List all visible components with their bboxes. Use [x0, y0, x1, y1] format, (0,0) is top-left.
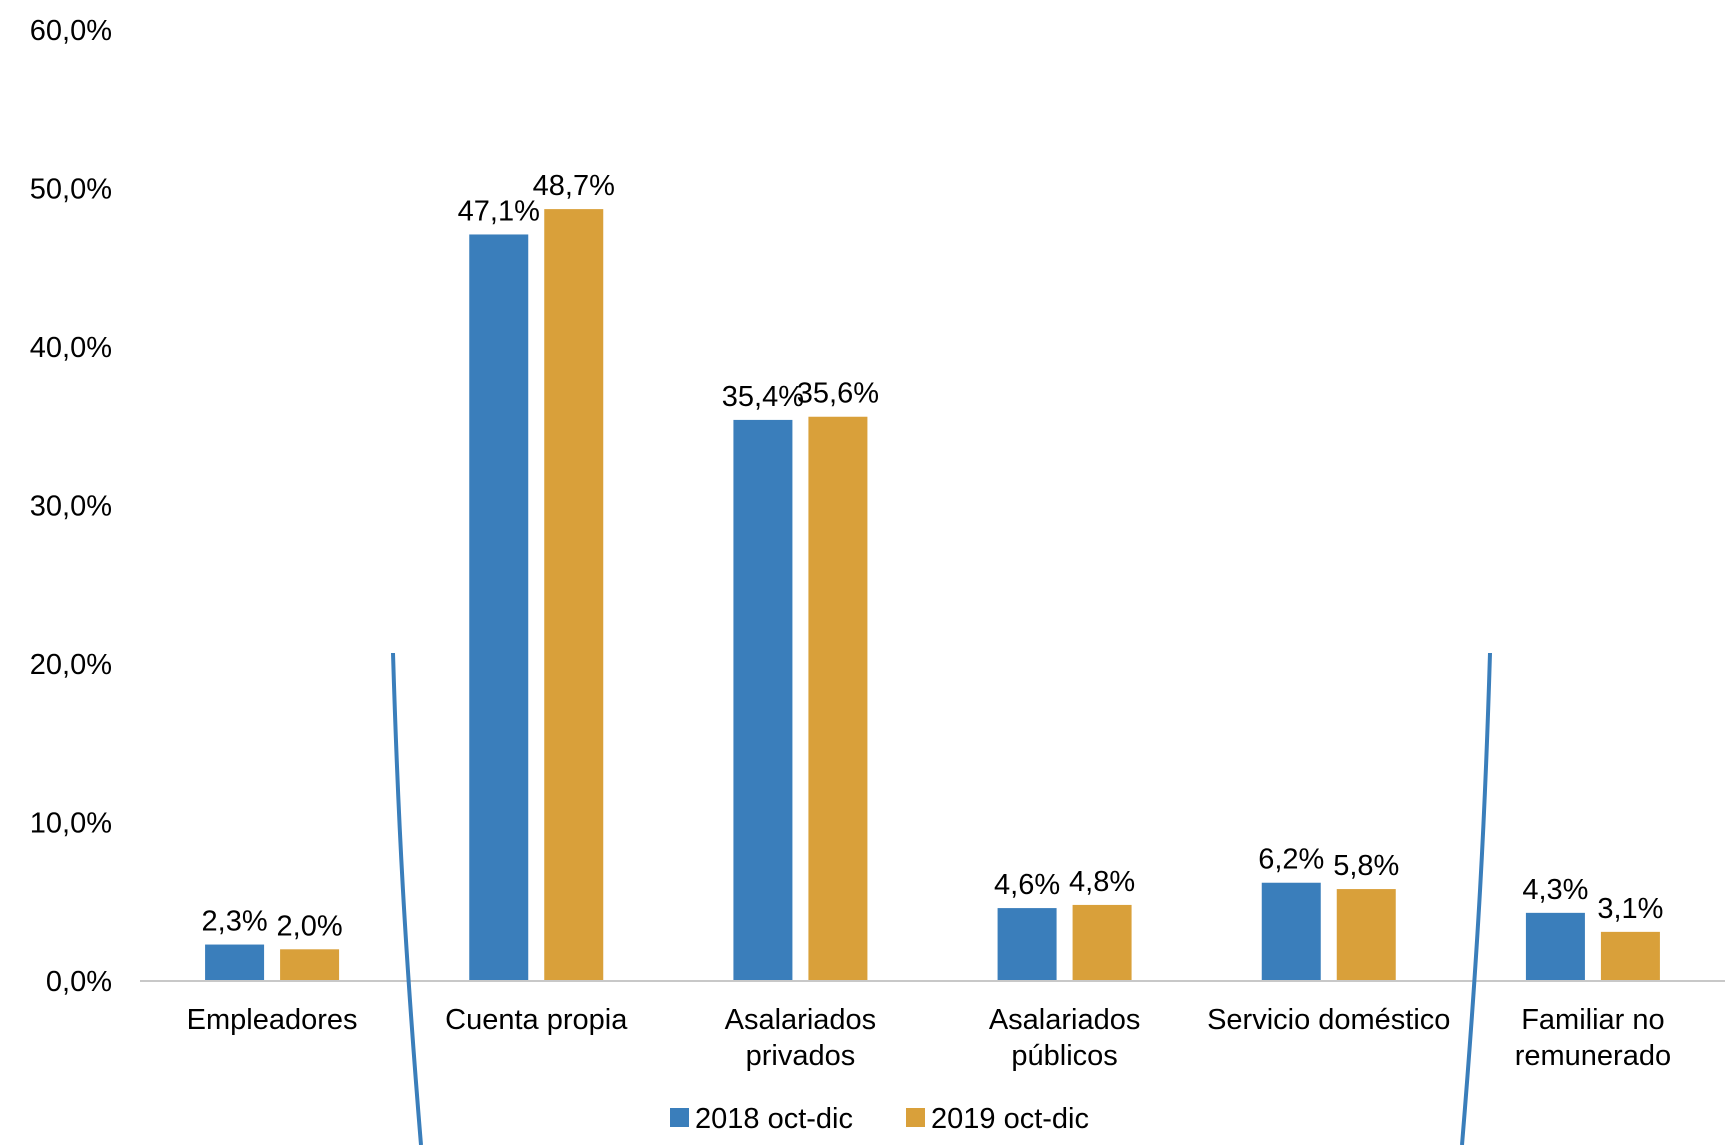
- x-category-label: Asalariados: [725, 1004, 877, 1036]
- x-category-label: Empleadores: [187, 1004, 358, 1036]
- bar-2018-1: [469, 234, 529, 982]
- bar-2019-0: [280, 949, 340, 981]
- y-tick-label: 10,0%: [30, 808, 112, 840]
- bar-2018-3: [997, 908, 1057, 981]
- x-axis: Empleadores Cuenta propia Asalariados priva…: [140, 980, 1725, 1072]
- data-label: 2,0%: [277, 910, 343, 942]
- bar-2019-4: [1336, 889, 1396, 981]
- data-label: 35,6%: [797, 378, 879, 410]
- x-category-label: privados: [746, 1040, 856, 1072]
- bars: [205, 209, 1660, 982]
- x-category-label: Cuenta propia: [445, 1004, 628, 1036]
- y-tick-label: 0,0%: [46, 966, 112, 998]
- bar-2018-0: [205, 944, 265, 981]
- bar-2019-5: [1600, 931, 1660, 981]
- data-labels: 2,3% 47,1% 35,4% 4,6% 6,2% 4,3% 2,0% 48,7% 35,6%…: [202, 170, 1664, 942]
- legend-swatch-2018: [670, 1108, 689, 1127]
- bar-2019-2: [808, 416, 868, 981]
- legend-label: 2019 oct-dic: [931, 1103, 1089, 1135]
- legend: 2018 oct-dic 2019 oct-dic: [670, 1103, 1089, 1135]
- bar-2019-3: [1072, 904, 1132, 981]
- data-label: 4,8%: [1069, 866, 1135, 898]
- y-tick-label: 30,0%: [30, 491, 112, 523]
- y-tick-label: 60,0%: [30, 15, 112, 47]
- bracket-left: [391, 652, 423, 1145]
- bar-2018-4: [1261, 882, 1321, 981]
- bar-2019-1: [544, 209, 604, 982]
- data-label: 4,6%: [994, 869, 1060, 901]
- x-category-label: Servicio doméstico: [1207, 1004, 1450, 1036]
- data-label: 35,4%: [722, 381, 804, 413]
- x-category-label: remunerado: [1515, 1040, 1671, 1072]
- data-label: 2,3%: [202, 906, 268, 938]
- y-axis: 0,0% 10,0% 20,0% 30,0% 40,0% 50,0% 60,0%: [30, 15, 112, 998]
- x-category-label: públicos: [1011, 1040, 1117, 1072]
- bar-2018-2: [733, 419, 793, 981]
- x-category-label: Asalariados: [989, 1004, 1141, 1036]
- data-label: 48,7%: [533, 170, 615, 202]
- bar-2018-5: [1525, 912, 1585, 981]
- data-label: 5,8%: [1333, 850, 1399, 882]
- x-category-label: Familiar no: [1521, 1004, 1664, 1036]
- y-tick-label: 50,0%: [30, 174, 112, 206]
- legend-label: 2018 oct-dic: [695, 1103, 853, 1135]
- y-tick-label: 40,0%: [30, 332, 112, 364]
- data-label: 3,1%: [1597, 893, 1663, 925]
- annotations: [391, 652, 1492, 1145]
- data-label: 4,3%: [1522, 874, 1588, 906]
- legend-swatch-2019: [906, 1108, 925, 1127]
- y-tick-label: 20,0%: [30, 649, 112, 681]
- bracket-right: [1460, 652, 1492, 1145]
- data-label: 47,1%: [458, 195, 540, 227]
- data-label: 6,2%: [1258, 844, 1324, 876]
